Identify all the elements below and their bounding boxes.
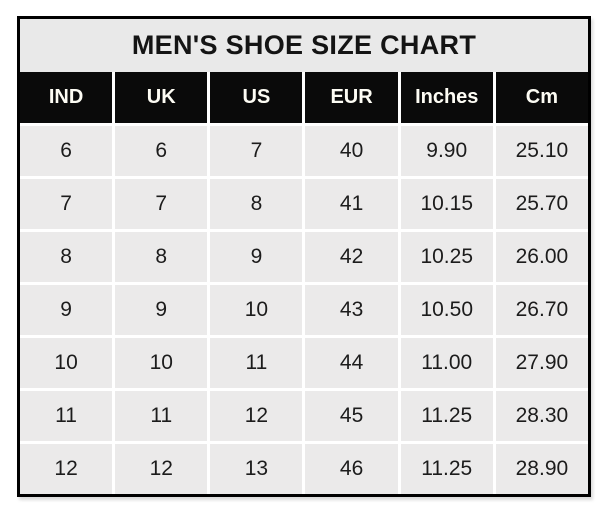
table-cell: 12	[210, 391, 303, 441]
table-cell: 27.90	[495, 338, 588, 388]
table-cell: 28.90	[495, 444, 588, 494]
table-cell: 9	[210, 232, 303, 282]
table-cell: 11.25	[400, 444, 493, 494]
table-cell: 40	[305, 126, 398, 176]
table-cell: 12	[115, 444, 208, 494]
table-cell: 7	[115, 179, 208, 229]
table-cell: 43	[305, 285, 398, 335]
table-cell: 46	[305, 444, 398, 494]
chart-title: MEN'S SHOE SIZE CHART	[20, 19, 588, 72]
table-cell: 45	[305, 391, 398, 441]
table-cell: 6	[20, 126, 113, 176]
size-table: IND UK US EUR Inches Cm 6 6 7 40 9.90 25.10 7 7 8 41 10.…	[20, 72, 588, 494]
table-cell: 11	[20, 391, 113, 441]
table-cell: 11.00	[400, 338, 493, 388]
table-cell: 10	[20, 338, 113, 388]
table-cell: 7	[20, 179, 113, 229]
header-cell-uk: UK	[115, 72, 208, 123]
table-cell: 11	[210, 338, 303, 388]
table-cell: 11	[115, 391, 208, 441]
header-cell-cm: Cm	[495, 72, 588, 123]
table-cell: 42	[305, 232, 398, 282]
table-cell: 26.00	[495, 232, 588, 282]
table-cell: 13	[210, 444, 303, 494]
table-cell: 9.90	[400, 126, 493, 176]
table-cell: 25.10	[495, 126, 588, 176]
header-cell-eur: EUR	[305, 72, 398, 123]
table-cell: 9	[115, 285, 208, 335]
table-cell: 26.70	[495, 285, 588, 335]
table-cell: 10.15	[400, 179, 493, 229]
table-cell: 12	[20, 444, 113, 494]
table-cell: 7	[210, 126, 303, 176]
shoe-size-chart: MEN'S SHOE SIZE CHART IND UK US EUR Inches Cm…	[17, 16, 591, 497]
table-cell: 25.70	[495, 179, 588, 229]
header-cell-us: US	[210, 72, 303, 123]
header-cell-ind: IND	[20, 72, 113, 123]
table-cell: 10	[210, 285, 303, 335]
table-cell: 44	[305, 338, 398, 388]
table-cell: 8	[20, 232, 113, 282]
table-cell: 10.25	[400, 232, 493, 282]
table-cell: 10	[115, 338, 208, 388]
table-cell: 8	[210, 179, 303, 229]
table-cell: 11.25	[400, 391, 493, 441]
table-cell: 28.30	[495, 391, 588, 441]
table-cell: 6	[115, 126, 208, 176]
table-cell: 41	[305, 179, 398, 229]
header-cell-inches: Inches	[400, 72, 493, 123]
table-cell: 8	[115, 232, 208, 282]
table-cell: 10.50	[400, 285, 493, 335]
table-cell: 9	[20, 285, 113, 335]
